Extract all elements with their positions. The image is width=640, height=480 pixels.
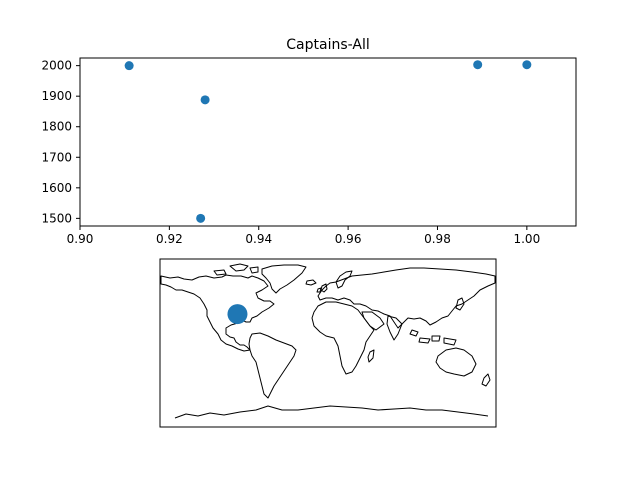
coastline-greenland [261,264,307,294]
x-tick-label: 0.96 [335,232,362,246]
coastline-japan [455,297,465,311]
coastline-australia [435,347,477,377]
x-tick-label: 0.94 [245,232,272,246]
scatter-chart: Captains-All 0.90 0.92 0.94 0.96 0.98 1.00 15… [41,37,577,246]
coastline-indonesia [409,329,457,346]
scatter-point [473,60,483,70]
y-tick-label: 1800 [41,120,72,134]
y-tick-label: 1700 [41,150,72,164]
y-tick-label: 1500 [41,211,72,225]
coastline-scandinavia [335,270,353,289]
coastline-eurasia [317,267,496,329]
coastlines [160,263,496,419]
scatter-point [522,60,532,70]
x-tick-label: 0.98 [424,232,451,246]
map-markers [227,304,248,325]
y-axis-ticks: 1500 1600 1700 1800 1900 2000 [41,59,80,225]
coastline-south-america [248,332,297,399]
coastline-india [386,315,403,341]
x-axis-ticks: 0.90 0.92 0.94 0.96 0.98 1.00 [67,226,540,246]
x-tick-label: 1.00 [513,232,540,246]
coastline-arabia [361,311,385,331]
x-tick-label: 0.90 [67,232,94,246]
coastline-madagascar [367,349,375,363]
coastline-antarctica [174,405,489,419]
x-tick-label: 0.92 [156,232,183,246]
map-frame [159,258,497,428]
scatter-point [200,95,210,105]
scatter-points [124,60,532,223]
y-tick-label: 1600 [41,181,72,195]
y-tick-label: 2000 [41,59,72,73]
coastline-africa [311,301,375,375]
coastline-arctic-islands [213,263,259,276]
coastline-british-isles [316,283,328,293]
world-map [159,258,497,428]
scatter-point [196,213,206,223]
chart-title: Captains-All [286,37,369,53]
scatter-point [124,61,134,71]
map-marker [227,304,248,325]
coastline-new-zealand [481,373,491,387]
y-tick-label: 1900 [41,89,72,103]
scatter-plot-area [79,57,577,227]
coastline-iceland [305,279,317,286]
